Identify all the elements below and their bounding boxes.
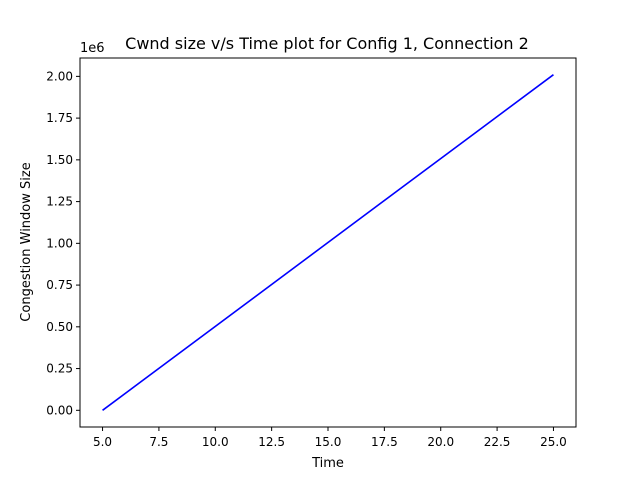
x-axis-label: Time (311, 456, 344, 471)
x-tick-label: 15.0 (315, 435, 342, 449)
x-tick-label: 20.0 (427, 435, 454, 449)
y-tick-label: 1.00 (46, 236, 73, 250)
plot-area: 5.0 7.5 10.0 12.5 15.0 17.5 20.0 22.5 25.0 0.000… (46, 57, 577, 449)
y-tick-label: 0.50 (46, 320, 73, 334)
x-axis-ticks: 5.0 7.5 10.0 12.5 15.0 17.5 20.0 22.5 25.0 (93, 427, 567, 449)
x-tick-label: 22.5 (484, 435, 511, 449)
x-tick-label: 10.0 (202, 435, 229, 449)
y-axis-offset-label: 1e6 (80, 41, 105, 56)
y-tick-label: 0.75 (46, 278, 73, 292)
x-tick-label: 12.5 (258, 435, 285, 449)
x-tick-label: 7.5 (149, 435, 168, 449)
y-axis-label: Congestion Window Size (19, 162, 34, 321)
x-tick-label: 25.0 (540, 435, 567, 449)
y-tick-label: 0.25 (46, 362, 73, 376)
series-layer (102, 74, 554, 411)
x-tick-label: 5.0 (93, 435, 112, 449)
series-line-0 (102, 74, 554, 411)
y-tick-label: 0.00 (46, 403, 73, 417)
y-axis-ticks: 0.00 0.25 0.50 0.75 1.00 1.25 1.50 1.75 2.00 (46, 69, 80, 417)
axes-frame (79, 57, 577, 428)
y-tick-label: 2.00 (46, 69, 73, 83)
y-tick-label: 1.75 (46, 111, 73, 125)
y-tick-label: 1.25 (46, 195, 73, 209)
y-tick-label: 1.50 (46, 153, 73, 167)
x-tick-label: 17.5 (371, 435, 398, 449)
chart-title: Cwnd size v/s Time plot for Config 1, Co… (125, 34, 529, 53)
